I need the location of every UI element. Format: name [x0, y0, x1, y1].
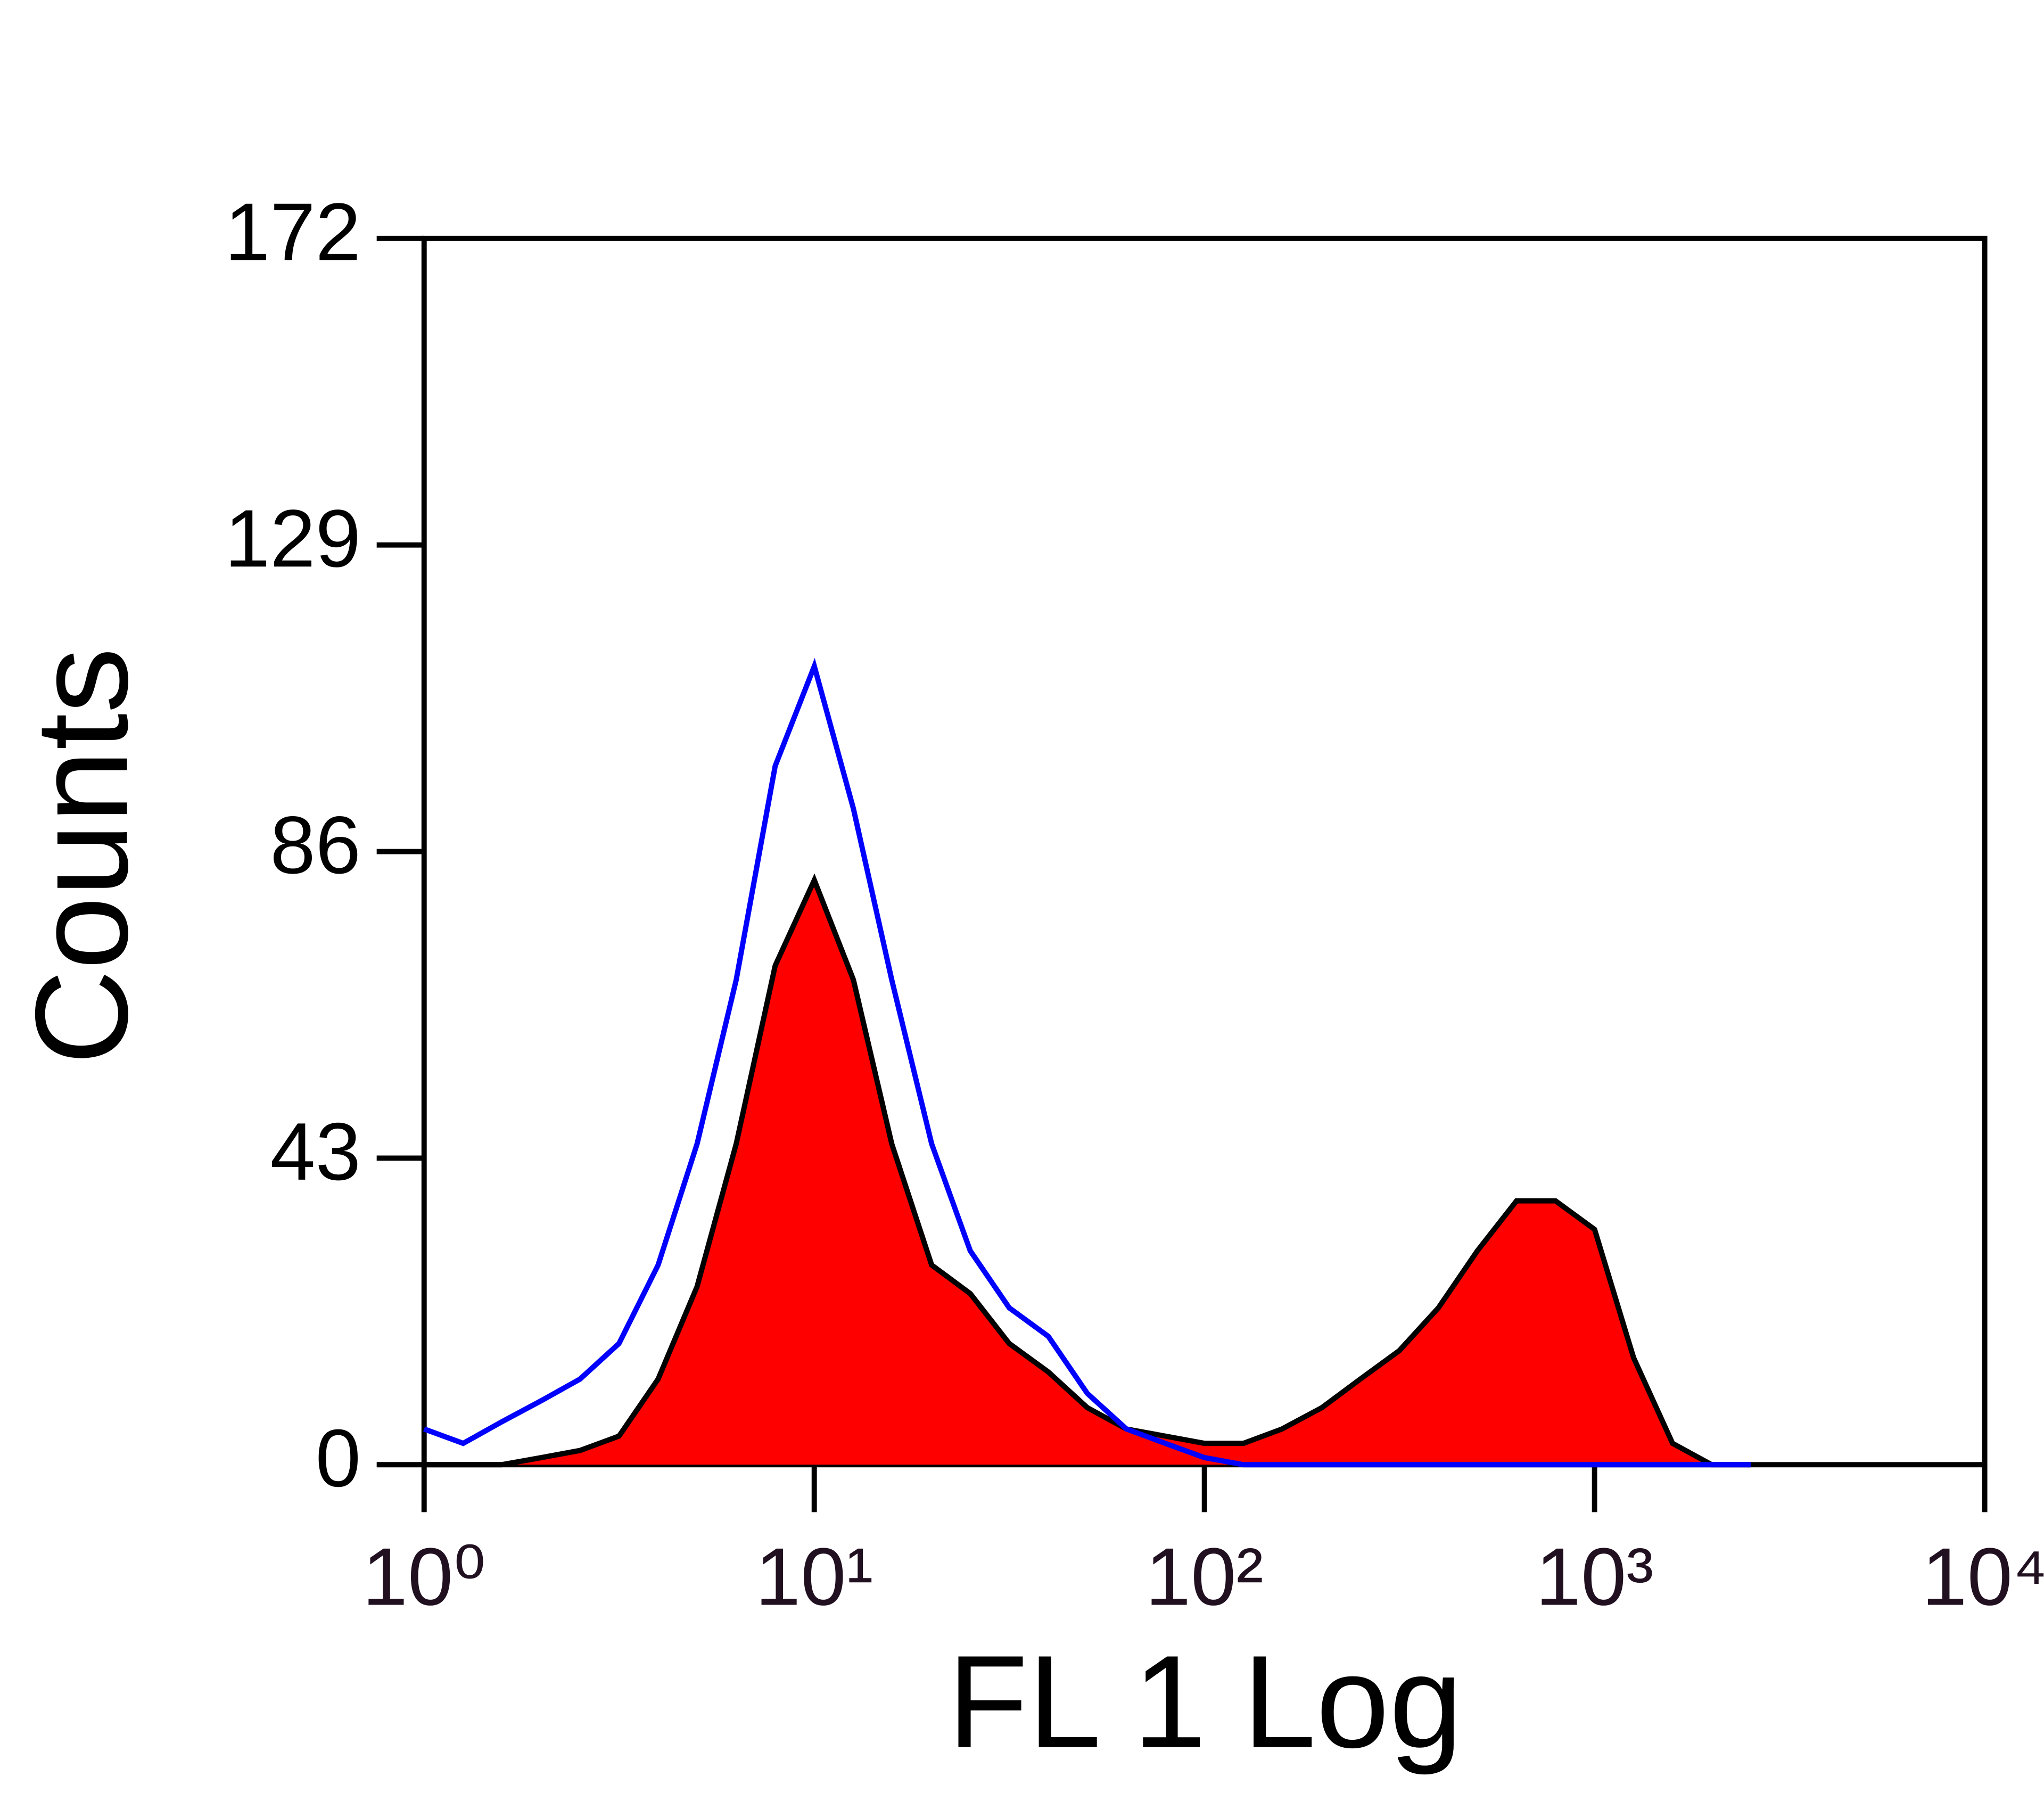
histogram-outline [424, 873, 1751, 1468]
y-axis-title: Counts [9, 647, 155, 1065]
x-tick-label: 10³ [1536, 1531, 1654, 1622]
y-tick-label: 172 [225, 186, 361, 277]
plot-frame [421, 235, 1988, 1468]
y-tick-label: 129 [225, 492, 361, 584]
x-tick-label: 10¹ [755, 1531, 873, 1622]
x-tick-label: 10⁴ [1922, 1531, 2044, 1622]
histogram-line [423, 657, 1751, 1468]
y-tick-label: 86 [270, 799, 361, 891]
y-tick-label: 43 [270, 1106, 361, 1197]
area-fill [424, 880, 1751, 1465]
x-tick-label: 10⁰ [362, 1531, 486, 1622]
x-tick-label: 10² [1145, 1531, 1264, 1622]
y-tick-label: 0 [316, 1412, 361, 1504]
x-axis-title: FL 1 Log [947, 1629, 1462, 1775]
